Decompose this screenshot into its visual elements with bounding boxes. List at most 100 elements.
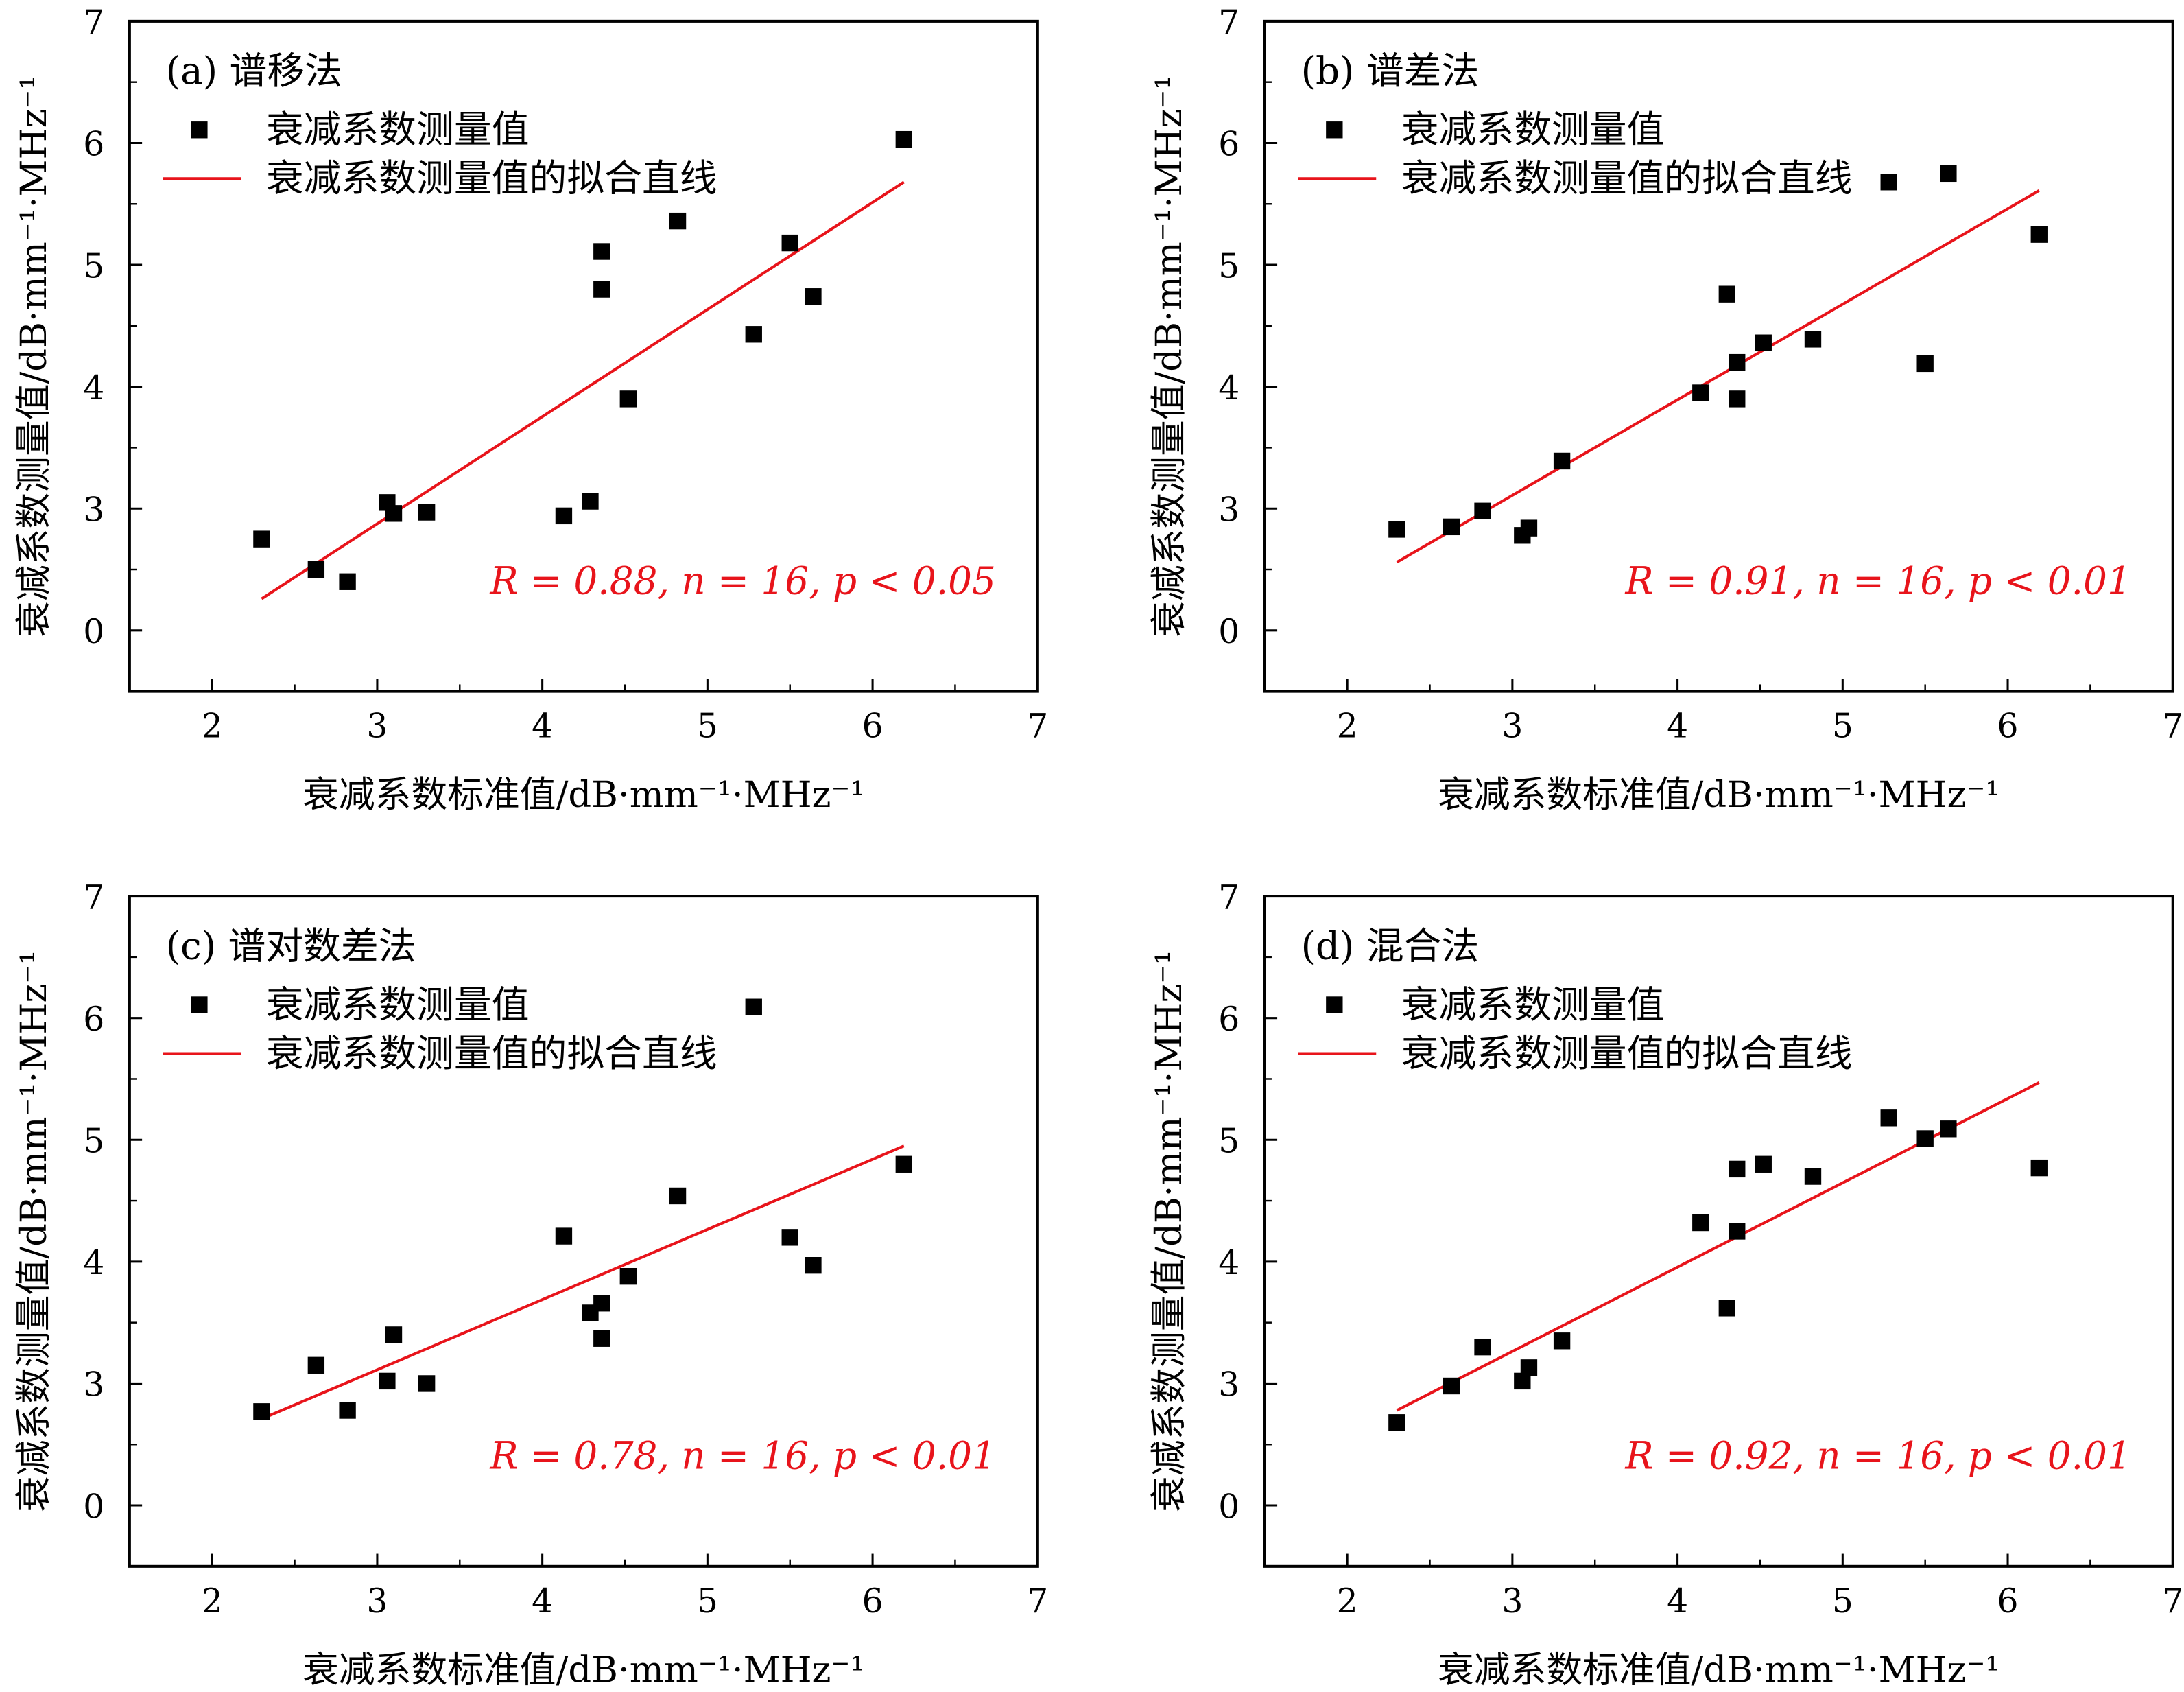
plot-frame — [1263, 895, 2174, 1568]
x-tick-label: 3 — [366, 707, 388, 746]
data-point — [1692, 1214, 1709, 1232]
data-point — [1520, 519, 1538, 537]
data-point — [593, 1330, 610, 1347]
data-point — [895, 1155, 913, 1173]
data-point — [555, 507, 573, 525]
y-tick-label: 4 — [1218, 369, 1239, 408]
legend-label-measured: 衰减系数测量值 — [1401, 108, 1665, 152]
data-point — [895, 130, 913, 148]
data-point — [1553, 1332, 1571, 1350]
data-point — [253, 530, 270, 548]
data-point — [385, 505, 403, 522]
x-tick-label: 7 — [2162, 707, 2183, 746]
data-point — [1755, 1155, 1772, 1173]
x-tick-label: 6 — [1997, 707, 2019, 746]
data-point — [1916, 355, 1934, 373]
y-axis-label: 衰减系数测量值/dB·mm⁻¹·MHz⁻¹ — [1148, 75, 1190, 637]
y-tick-label: 3 — [83, 491, 104, 529]
y-tick-label: 4 — [1218, 1244, 1239, 1282]
data-point — [593, 243, 610, 260]
y-tick-label: 3 — [83, 1366, 104, 1405]
y-tick-label: 6 — [1218, 126, 1239, 164]
legend-label-fit: 衰减系数测量值的拟合直线 — [1401, 1031, 1853, 1075]
y-tick-label: 7 — [1218, 3, 1239, 42]
x-axis-label: 衰减系数标准值/dB·mm⁻¹·MHz⁻¹ — [1438, 1649, 1999, 1691]
x-tick-label: 2 — [1337, 1582, 1358, 1621]
x-tick-label: 5 — [697, 1582, 718, 1621]
data-point — [1443, 518, 1460, 536]
x-tick-label: 5 — [1832, 1582, 1853, 1621]
data-point — [2030, 1159, 2048, 1177]
data-point — [1443, 1377, 1460, 1395]
x-tick-label: 6 — [862, 1582, 883, 1621]
data-point — [1880, 1109, 1897, 1127]
stats-annotation: R = 0.91, n = 16, p < 0.01 — [1624, 559, 2131, 602]
data-point — [619, 390, 637, 408]
x-tick-label: 4 — [1667, 707, 1688, 746]
data-point — [307, 561, 325, 578]
stats-annotation: R = 0.88, n = 16, p < 0.05 — [489, 559, 996, 602]
legend-marker-square — [191, 121, 208, 139]
data-point — [745, 326, 762, 343]
data-point — [1388, 1414, 1405, 1431]
data-point — [1474, 1338, 1491, 1356]
data-point — [1916, 1130, 1934, 1147]
data-point — [418, 1375, 436, 1392]
data-point — [1692, 384, 1709, 401]
panel-title: (a) 谱移法 — [166, 49, 342, 93]
data-point — [1729, 1160, 1746, 1178]
stats-annotation: R = 0.92, n = 16, p < 0.01 — [1624, 1434, 2131, 1478]
plot-frame — [1263, 19, 2174, 693]
legend-label-fit: 衰减系数测量值的拟合直线 — [1401, 156, 1853, 200]
chart-panel-c: 2 3 4 5 6 7 0 3 4 5 6 7 衰减系数标准值/dB·mm⁻¹·MHz⁻¹ 衰减系数测量值… — [13, 878, 1048, 1691]
y-tick-label: 4 — [83, 369, 104, 408]
x-axis-label: 衰减系数标准值/dB·mm⁻¹·MHz⁻¹ — [302, 1649, 864, 1691]
x-tick-label: 4 — [532, 1582, 553, 1621]
y-axis-label: 衰减系数测量值/dB·mm⁻¹·MHz⁻¹ — [13, 950, 55, 1512]
data-point — [781, 1229, 798, 1246]
x-tick-label: 7 — [1027, 707, 1048, 746]
y-tick-label: 3 — [1218, 491, 1239, 529]
x-tick-label: 3 — [1502, 707, 1523, 746]
data-point — [805, 1257, 822, 1274]
y-tick-label: 0 — [1218, 1488, 1239, 1526]
panel-title: (b) 谱差法 — [1301, 49, 1480, 93]
y-axis-label: 衰减系数测量值/dB·mm⁻¹·MHz⁻¹ — [1148, 950, 1190, 1512]
x-tick-label: 7 — [1027, 1582, 1048, 1621]
x-tick-label: 7 — [2162, 1582, 2183, 1621]
y-tick-label: 5 — [83, 247, 104, 285]
data-point — [1553, 452, 1571, 470]
data-point — [1880, 174, 1897, 191]
data-point — [805, 288, 822, 305]
data-point — [619, 1267, 637, 1285]
x-tick-label: 6 — [862, 707, 883, 746]
fit-line — [1396, 189, 2040, 564]
data-point — [1755, 334, 1772, 351]
data-point — [1718, 1300, 1735, 1317]
data-point — [418, 504, 436, 521]
y-axis-label: 衰减系数测量值/dB·mm⁻¹·MHz⁻¹ — [13, 75, 55, 637]
y-tick-label: 0 — [83, 1488, 104, 1526]
data-point — [1729, 353, 1746, 371]
data-point — [745, 998, 762, 1015]
data-point — [307, 1356, 325, 1374]
stats-annotation: R = 0.78, n = 16, p < 0.01 — [489, 1434, 996, 1478]
x-tick-label: 2 — [1337, 707, 1358, 746]
plot-frame — [128, 895, 1039, 1568]
y-tick-label: 7 — [1218, 878, 1239, 917]
y-tick-label: 0 — [1218, 613, 1239, 651]
data-point — [253, 1403, 270, 1420]
x-tick-label: 2 — [202, 1582, 223, 1621]
data-point — [1729, 390, 1746, 408]
plot-frame — [128, 19, 1039, 693]
x-tick-label: 5 — [1832, 707, 1853, 746]
y-tick-label: 5 — [1218, 247, 1239, 285]
data-point — [593, 281, 610, 298]
fit-line — [261, 180, 905, 600]
y-tick-label: 0 — [83, 613, 104, 651]
panel-title: (c) 谱对数差法 — [166, 924, 416, 967]
data-point — [1718, 285, 1735, 303]
y-tick-label: 5 — [83, 1123, 104, 1161]
data-point — [593, 1295, 610, 1312]
chart-panel-d: 2 3 4 5 6 7 0 3 4 5 6 7 衰减系数标准值/dB·mm⁻¹·MHz⁻¹ 衰减系数测量值… — [1148, 878, 2183, 1691]
